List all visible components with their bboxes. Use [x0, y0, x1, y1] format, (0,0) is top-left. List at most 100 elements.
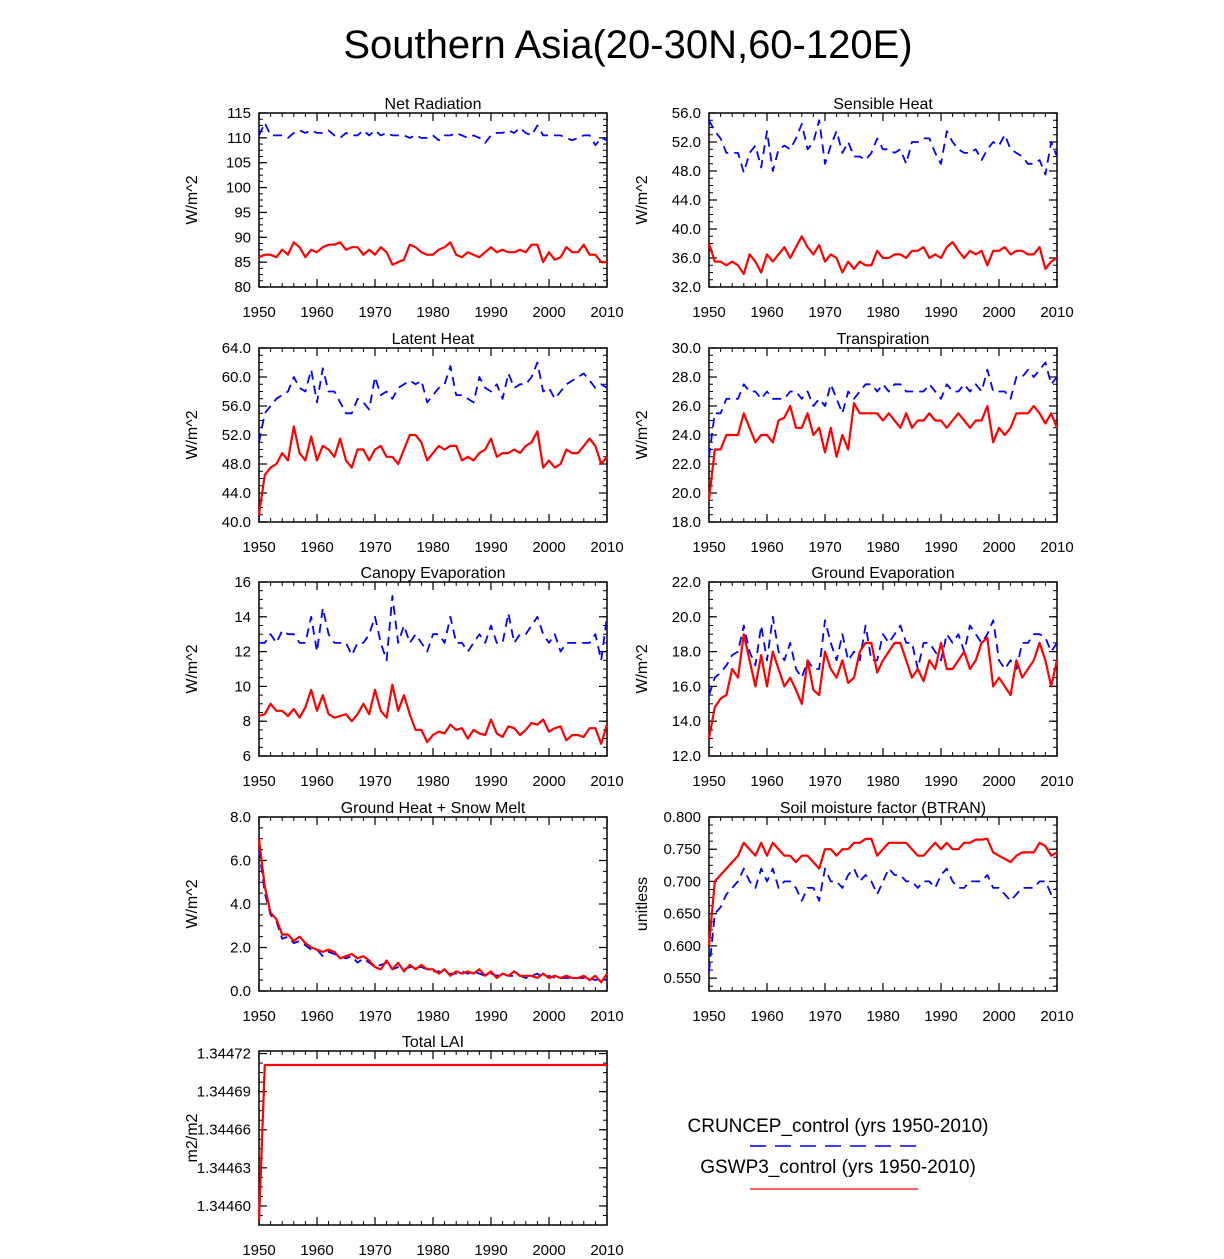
y-tick-label: 16.0: [672, 678, 701, 695]
series-line-gswp3: [707, 235, 1058, 276]
x-tick-label: 2010: [590, 1242, 623, 1259]
y-tick-label: 40.0: [672, 221, 701, 238]
y-tick-label: 8: [243, 713, 251, 730]
x-tick-label: 1980: [416, 773, 449, 790]
x-tick-label: 2010: [1040, 1008, 1073, 1025]
plot-frame: [258, 1050, 608, 1226]
y-tick-label: 1.34472: [197, 1046, 251, 1063]
y-tick-label: 0.800: [663, 809, 701, 826]
series-line-cruncep: [258, 1064, 607, 1222]
y-tick-label: 8.0: [230, 809, 251, 826]
y-tick-label: 56.0: [672, 105, 701, 122]
y-tick-label: 64.0: [222, 340, 251, 357]
x-tick-label: 1980: [866, 304, 899, 321]
series-line-gswp3: [257, 838, 608, 984]
panel-title: Soil moisture factor (BTRAN): [780, 800, 986, 817]
y-tick-label: 20.0: [672, 485, 701, 502]
x-tick-label: 1970: [358, 304, 391, 321]
x-tick-label: 2010: [590, 539, 623, 556]
x-tick-label: 1950: [692, 1008, 725, 1025]
y-tick-label: 22.0: [672, 574, 701, 591]
y-tick-label: 44.0: [672, 192, 701, 209]
plot-frame: [258, 581, 608, 757]
y-tick-label: 1.34469: [197, 1084, 251, 1101]
x-tick-label: 1970: [358, 1008, 391, 1025]
y-tick-label: 0.750: [663, 841, 701, 858]
y-tick-label: 100: [226, 180, 251, 197]
panel-title: Ground Evaporation: [811, 565, 954, 582]
x-tick-label: 2010: [590, 1008, 623, 1025]
x-tick-label: 2010: [1040, 773, 1073, 790]
y-tick-label: 28.0: [672, 369, 701, 386]
x-tick-label: 1950: [242, 773, 275, 790]
legend-label-gswp3: GSWP3_control (yrs 1950-2010): [700, 1157, 976, 1178]
y-tick-label: 32.0: [672, 279, 701, 296]
plot-frame: [258, 816, 608, 992]
x-tick-label: 1980: [416, 1008, 449, 1025]
y-tick-label: 1.34460: [197, 1198, 251, 1215]
plot-frame: [708, 112, 1058, 288]
plot-frame: [258, 112, 608, 288]
y-tick-label: 16: [234, 574, 251, 591]
y-tick-label: 44.0: [222, 485, 251, 502]
chart-panel: Transpiration W/m^2 1950 1960 1970 1980 1990 20…: [634, 331, 1074, 556]
y-axis-label: W/m^2: [634, 644, 651, 693]
y-tick-label: 6.0: [230, 853, 251, 870]
series-line-cruncep: [708, 361, 1058, 457]
panel-title: Sensible Heat: [833, 96, 933, 113]
chart-panel: Net Radiation W/m^2 1950 1960 1970 1980 1990 20…: [184, 96, 624, 321]
y-tick-label: 56.0: [222, 398, 251, 415]
y-tick-label: 52.0: [672, 134, 701, 151]
x-tick-label: 1970: [808, 1008, 841, 1025]
y-tick-label: 60.0: [222, 369, 251, 386]
x-tick-label: 1950: [692, 539, 725, 556]
y-tick-label: 20.0: [672, 609, 701, 626]
x-tick-label: 2000: [532, 773, 565, 790]
chart-panel: Latent Heat W/m^2 1950 1960 1970 1980 1990 2000…: [184, 331, 624, 556]
y-tick-label: 0.600: [663, 938, 701, 955]
x-tick-label: 1960: [750, 304, 783, 321]
x-tick-label: 2000: [982, 539, 1015, 556]
x-tick-label: 1960: [300, 539, 333, 556]
x-tick-label: 1970: [808, 539, 841, 556]
x-tick-label: 1990: [924, 304, 957, 321]
x-tick-label: 2000: [982, 304, 1015, 321]
panel-title: Total LAI: [402, 1034, 464, 1051]
x-tick-label: 1960: [300, 773, 333, 790]
x-tick-label: 1960: [300, 1242, 333, 1259]
panel-title: Net Radiation: [385, 96, 482, 113]
x-tick-label: 2010: [590, 304, 623, 321]
x-tick-label: 1970: [358, 539, 391, 556]
figure-title: Southern Asia(20-30N,60-120E): [343, 23, 912, 67]
y-tick-label: 14.0: [672, 713, 701, 730]
x-tick-label: 1990: [474, 1242, 507, 1259]
x-tick-label: 1960: [750, 773, 783, 790]
y-tick-label: 105: [226, 155, 251, 172]
x-tick-label: 2000: [982, 1008, 1015, 1025]
series-line-gswp3: [258, 241, 607, 266]
x-tick-label: 1960: [750, 539, 783, 556]
x-tick-label: 1980: [416, 539, 449, 556]
y-tick-label: 0.700: [663, 873, 701, 890]
series-line-cruncep: [258, 122, 608, 147]
x-tick-label: 1970: [358, 1242, 391, 1259]
series-line-gswp3: [257, 425, 608, 515]
chart-panel: Total LAI m2/m2 1950 1960 1970 1980 1990 2000 20…: [184, 1034, 624, 1259]
series-line-gswp3: [707, 402, 1059, 501]
chart-panel: Ground Evaporation W/m^2 1950 1960 1970 1980 1…: [634, 565, 1074, 790]
x-tick-label: 1990: [474, 539, 507, 556]
y-tick-label: 52.0: [222, 427, 251, 444]
x-tick-label: 1970: [358, 773, 391, 790]
y-tick-label: 18.0: [672, 514, 701, 531]
series-line-cruncep: [258, 361, 608, 443]
series-line-cruncep: [258, 849, 608, 981]
x-tick-label: 1970: [808, 304, 841, 321]
y-tick-label: 6: [243, 748, 251, 765]
y-tick-label: 0.650: [663, 906, 701, 923]
x-tick-label: 1960: [300, 1008, 333, 1025]
x-tick-label: 1950: [242, 539, 275, 556]
y-tick-label: 14: [234, 609, 251, 626]
y-axis-label: W/m^2: [184, 879, 201, 928]
y-tick-label: 10: [234, 678, 251, 695]
